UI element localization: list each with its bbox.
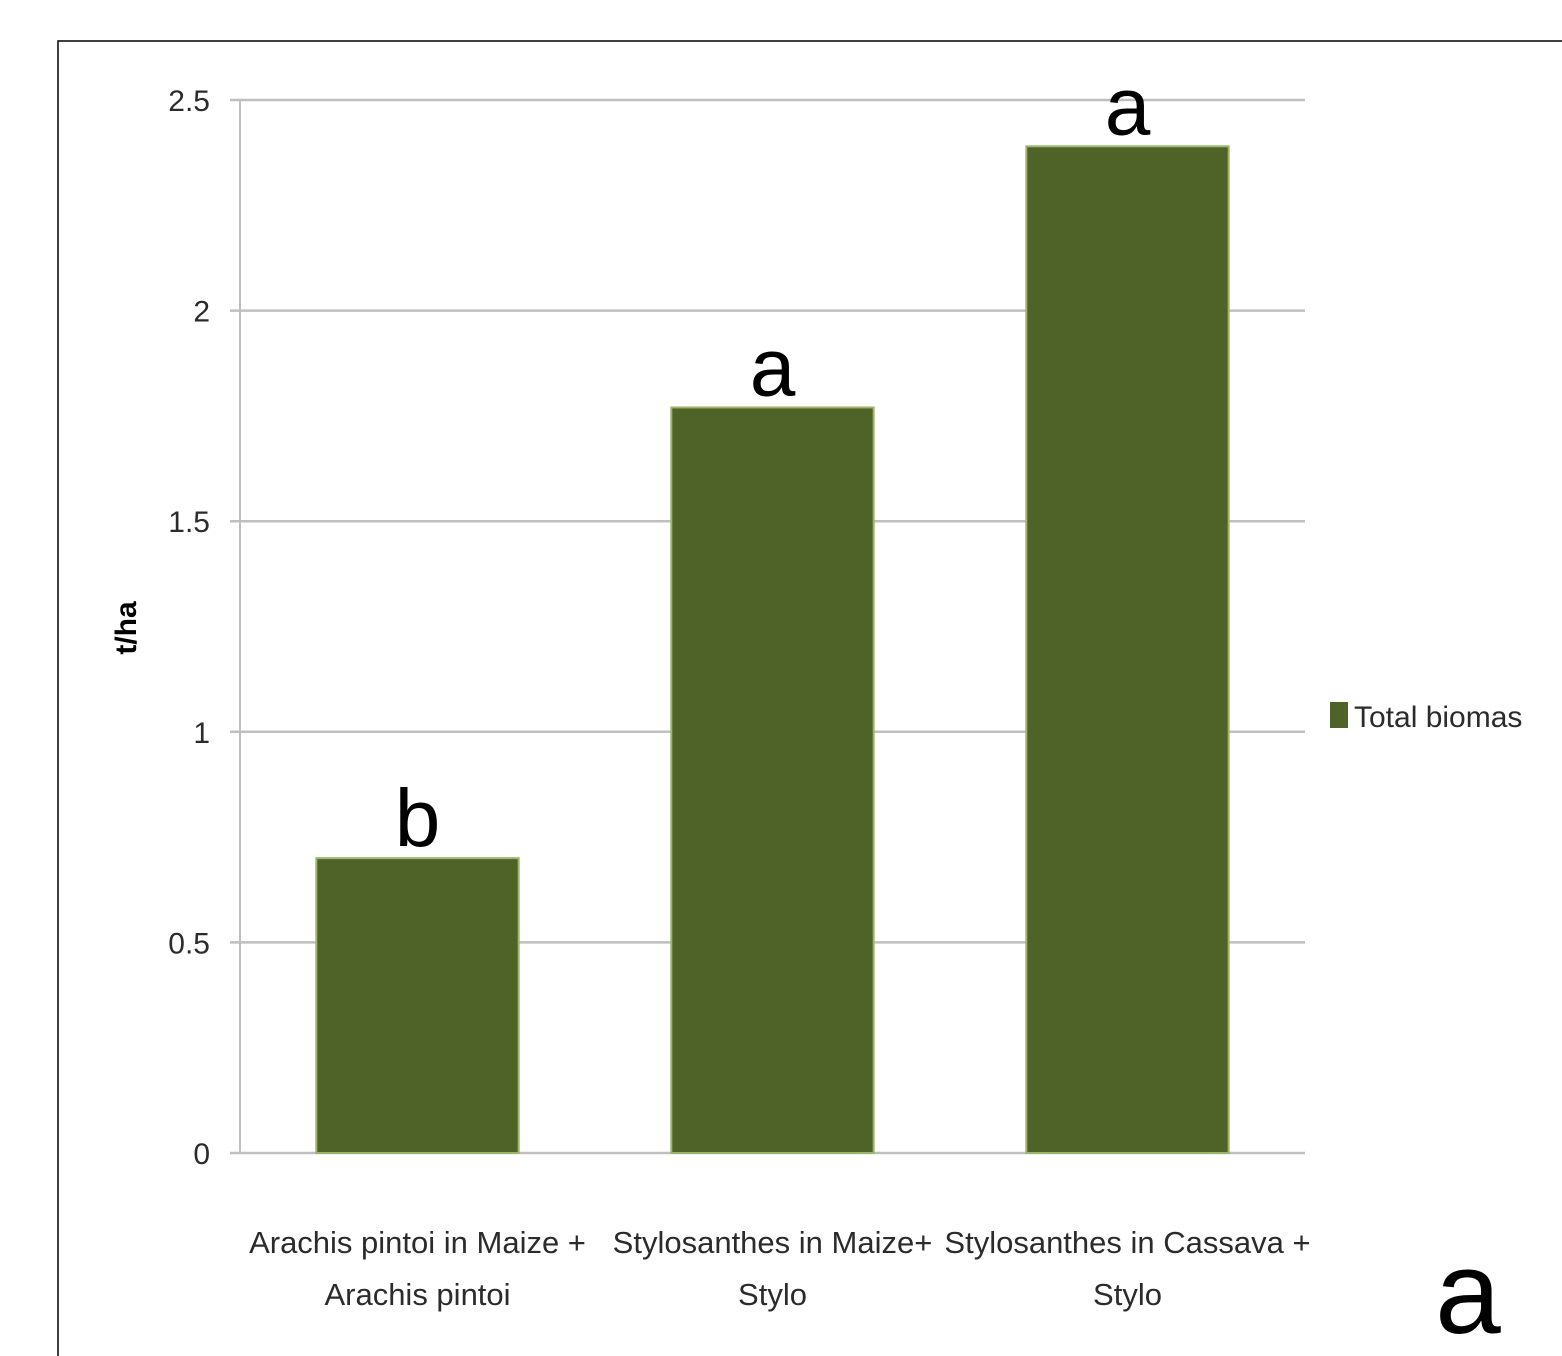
x-category-label: Arachis pintoi in Maize + xyxy=(249,1225,586,1260)
y-tick-label: 1.5 xyxy=(168,506,210,539)
bar xyxy=(670,406,875,1154)
significance-letter: a xyxy=(1105,61,1151,152)
significance-letter: b xyxy=(395,773,441,864)
x-category-label: Stylo xyxy=(738,1277,807,1312)
x-category-label: Arachis pintoi xyxy=(324,1277,510,1312)
y-tick-label: 2 xyxy=(193,296,210,329)
x-category-label: Stylosanthes in Maize+ xyxy=(613,1225,933,1260)
x-category-label: Stylo xyxy=(1093,1277,1162,1312)
legend-swatch xyxy=(1330,702,1348,728)
panel-label: a xyxy=(1435,1227,1501,1356)
bars xyxy=(315,145,1230,1155)
x-axis-category-labels: Arachis pintoi in Maize + Arachis pintoi S… xyxy=(249,1225,1311,1312)
significance-letters: b a a xyxy=(395,61,1151,864)
y-tick-label: 0.5 xyxy=(168,927,210,960)
y-tick-label: 0 xyxy=(193,1138,210,1171)
y-tick-label: 1 xyxy=(193,717,210,750)
bar xyxy=(1025,145,1230,1155)
y-axis-ticks: 0 0.5 1 1.5 2 2.5 xyxy=(168,85,210,1171)
y-tick-label: 2.5 xyxy=(168,85,210,118)
y-axis-title: t/ha xyxy=(110,601,143,655)
legend-label: Total biomas xyxy=(1354,701,1522,734)
significance-letter: a xyxy=(750,322,796,413)
legend: Total biomas xyxy=(1330,701,1522,734)
bar xyxy=(315,857,520,1154)
x-category-label: Stylosanthes in Cassava + xyxy=(944,1225,1310,1260)
